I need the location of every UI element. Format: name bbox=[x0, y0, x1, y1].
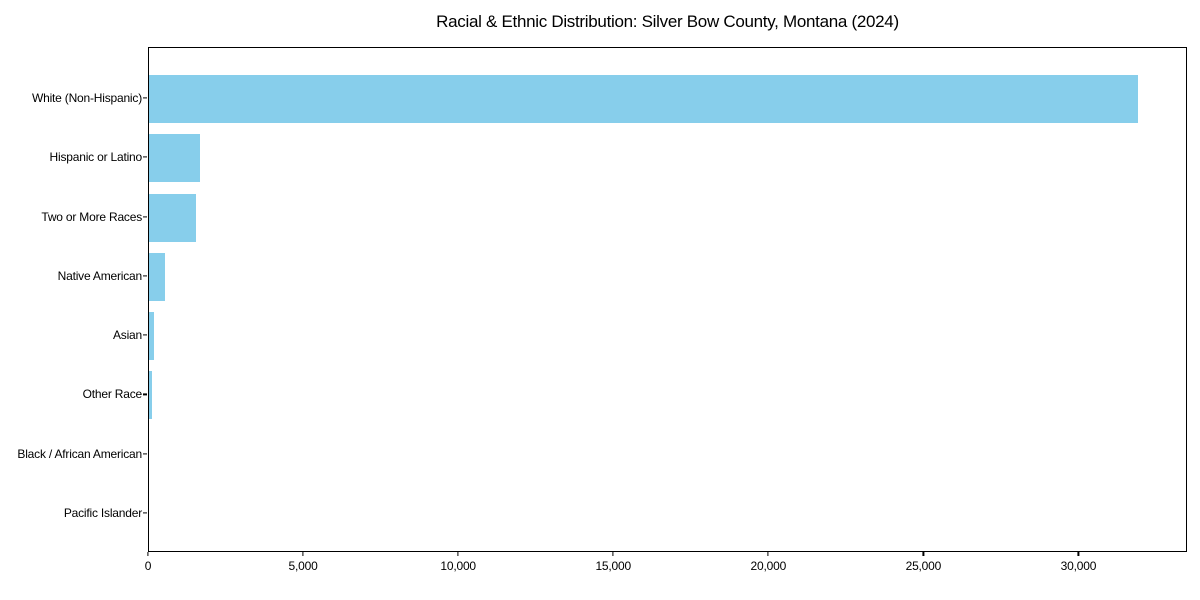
x-tick-mark bbox=[1077, 552, 1080, 556]
x-tick-label: 20,000 bbox=[750, 559, 787, 573]
chart-title: Racial & Ethnic Distribution: Silver Bow… bbox=[436, 12, 899, 31]
y-axis-label: Pacific Islander bbox=[63, 506, 142, 521]
bar bbox=[149, 312, 155, 361]
bar bbox=[149, 193, 196, 242]
x-tick-label: 30,000 bbox=[1060, 559, 1097, 573]
x-tick-label: 25,000 bbox=[905, 559, 942, 573]
bar bbox=[149, 134, 201, 183]
y-axis-label: White (Non-Hispanic) bbox=[31, 91, 142, 105]
y-tick-mark bbox=[143, 156, 147, 158]
y-axis-label: Black / African American bbox=[17, 446, 142, 461]
x-tick-label: 15,000 bbox=[595, 559, 631, 573]
x-tick-label: 10,000 bbox=[440, 559, 476, 573]
y-tick-mark bbox=[143, 215, 147, 218]
y-axis-label: Hispanic or Latino bbox=[49, 150, 143, 165]
y-tick-mark bbox=[143, 97, 147, 99]
x-tick-mark bbox=[767, 552, 769, 556]
y-tick-mark bbox=[143, 393, 147, 396]
y-axis-label: Asian bbox=[112, 328, 142, 343]
x-tick-mark bbox=[457, 552, 459, 556]
y-tick-mark bbox=[143, 512, 147, 514]
bar bbox=[149, 252, 165, 301]
y-tick-mark bbox=[143, 453, 147, 455]
plot-area bbox=[148, 47, 1187, 552]
x-tick-label: 5,000 bbox=[288, 559, 318, 573]
y-axis-label: Two or More Races bbox=[41, 209, 142, 224]
bar bbox=[149, 75, 1139, 123]
x-tick-mark bbox=[147, 552, 149, 556]
y-tick-mark bbox=[143, 275, 147, 277]
x-tick-mark bbox=[612, 552, 614, 556]
y-axis-label: Other Race bbox=[82, 387, 143, 402]
x-tick-label: 0 bbox=[144, 559, 152, 573]
y-axis-label: Native American bbox=[57, 268, 143, 283]
y-tick-mark bbox=[143, 334, 147, 336]
x-tick-mark bbox=[922, 552, 924, 556]
bar bbox=[149, 371, 153, 420]
x-tick-mark bbox=[302, 552, 304, 556]
